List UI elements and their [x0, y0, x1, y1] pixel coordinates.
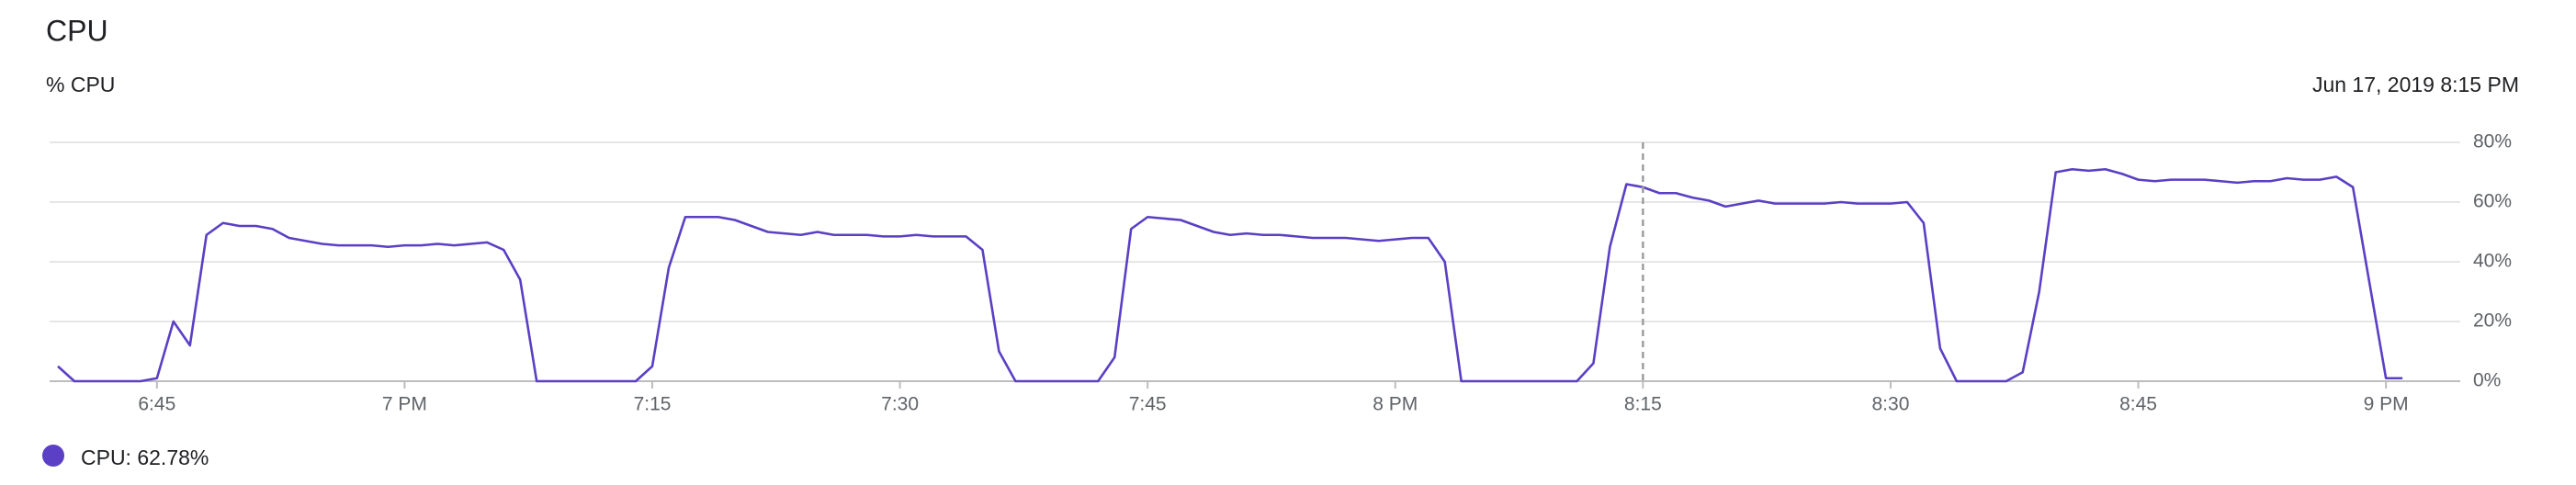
x-tick-label: 7:15: [634, 394, 672, 415]
x-tick-label: 7:45: [1129, 394, 1167, 415]
y-tick-label: 20%: [2473, 310, 2512, 332]
x-tick-label: 6:45: [138, 394, 175, 415]
chart-subtitle: % CPU: [46, 73, 115, 96]
chart-title: CPU: [46, 14, 108, 47]
hover-time: Jun 17, 2019 8:15 PM: [2312, 73, 2519, 96]
x-tick-label: 8 PM: [1373, 394, 1418, 415]
x-tick-label: 9 PM: [2364, 394, 2409, 415]
legend-label: CPU: 62.78%: [81, 446, 209, 469]
cpu-line: [57, 167, 2403, 383]
y-tick-label: 0%: [2473, 370, 2501, 391]
x-tick-label: 8:30: [1872, 394, 1910, 415]
x-tick-label: 7:30: [881, 394, 919, 415]
x-tick-label: 8:45: [2119, 394, 2157, 415]
x-tick-label: 7 PM: [382, 394, 427, 415]
y-tick-label: 80%: [2473, 131, 2512, 152]
x-tick-label: 8:15: [1624, 394, 1662, 415]
y-tick-label: 60%: [2473, 191, 2512, 212]
legend-swatch: [42, 445, 64, 467]
y-tick-label: 40%: [2473, 251, 2512, 272]
